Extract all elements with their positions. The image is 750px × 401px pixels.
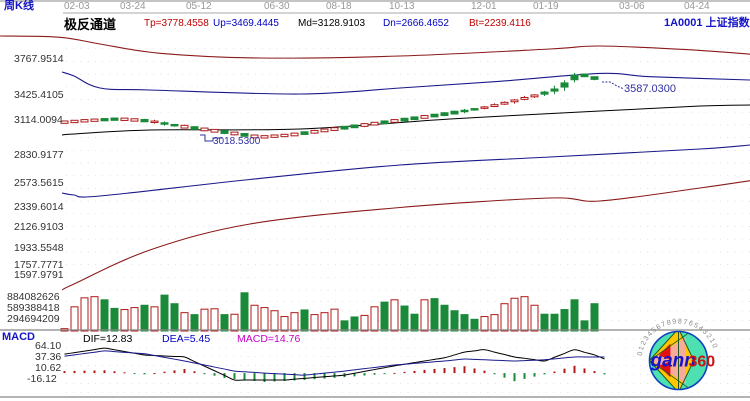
svg-text:8: 8 xyxy=(678,318,682,325)
svg-text:3587.0300: 3587.0300 xyxy=(624,83,676,95)
svg-text:3018.5300: 3018.5300 xyxy=(213,136,261,147)
svg-text:360: 360 xyxy=(689,354,716,371)
